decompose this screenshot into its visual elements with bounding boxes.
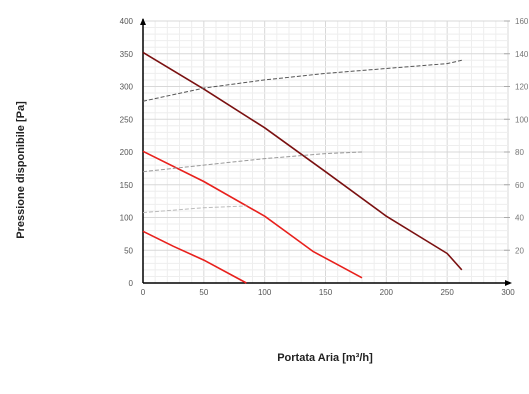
y-tick-label: 400 — [120, 17, 134, 26]
x-axis-arrow — [505, 280, 512, 286]
y-tick-label: 200 — [120, 148, 134, 157]
y2-tick-label: 120 — [515, 83, 529, 92]
y-tick-label: 300 — [120, 83, 134, 92]
y-tick-label: 50 — [124, 246, 133, 255]
y2-tick-label: 40 — [515, 214, 524, 223]
y-tick-label: 0 — [129, 279, 134, 288]
x-tick-label: 250 — [440, 288, 454, 297]
y-tick-label: 250 — [120, 115, 134, 124]
x-tick-label: 100 — [258, 288, 272, 297]
series-line-5 — [142, 151, 363, 173]
y2-tick-label: 100 — [515, 115, 529, 124]
series-line-1 — [142, 51, 463, 271]
series-line-6 — [142, 205, 247, 214]
y2-tick-label: 20 — [515, 246, 524, 255]
x-tick-label: 50 — [199, 288, 208, 297]
series-line-4 — [142, 59, 462, 102]
y-tick-label: 150 — [120, 181, 134, 190]
x-tick-label: 0 — [141, 288, 146, 297]
series-line-3 — [142, 230, 247, 284]
y-tick-label: 350 — [120, 50, 134, 59]
y-tick-label: 100 — [120, 214, 134, 223]
x-tick-label: 200 — [380, 288, 394, 297]
y2-tick-label: 140 — [515, 50, 529, 59]
y2-tick-label: 80 — [515, 148, 524, 157]
y2-tick-label: 60 — [515, 181, 524, 190]
x-axis-label: Portata Aria [m³/h] — [277, 352, 373, 364]
y2-tick-label: 160 — [515, 17, 529, 26]
x-tick-label: 300 — [501, 288, 515, 297]
y-axis-arrow — [140, 18, 146, 25]
series-line-2 — [142, 150, 363, 279]
x-tick-label: 150 — [319, 288, 333, 297]
